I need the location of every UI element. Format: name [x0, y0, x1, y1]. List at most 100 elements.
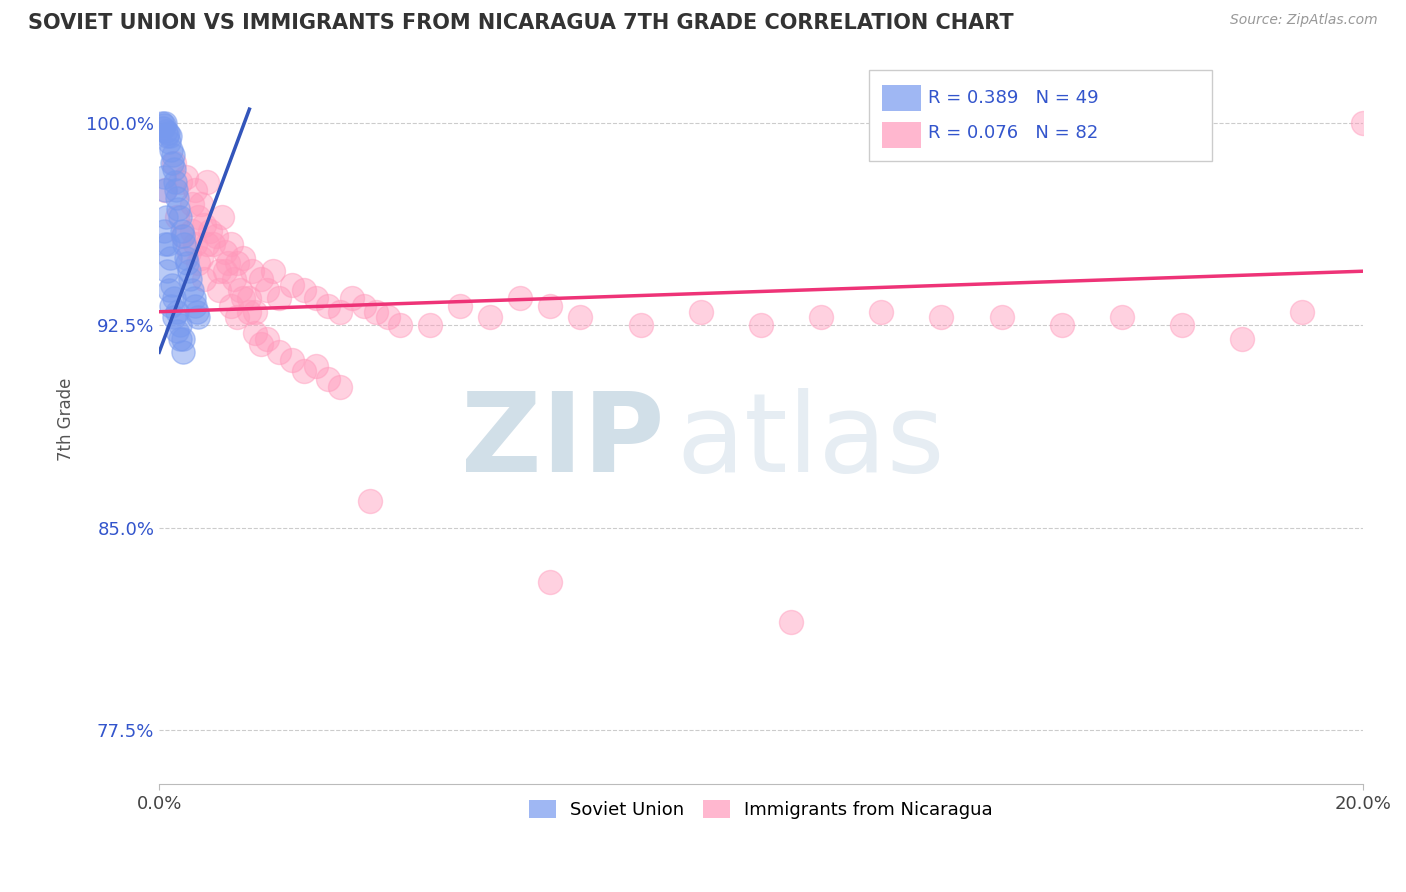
- Immigrants from Nicaragua: [256, 283, 278, 297]
- Immigrants from Nicaragua: [187, 256, 209, 270]
- Immigrants from Nicaragua: [221, 299, 243, 313]
- Immigrants from Nicaragua: [304, 359, 326, 373]
- Immigrants from Nicaragua: [630, 318, 652, 333]
- Soviet Union: [186, 304, 208, 318]
- Immigrants from Nicaragua: [179, 245, 201, 260]
- Immigrants from Nicaragua: [749, 318, 772, 333]
- Immigrants from Nicaragua: [1050, 318, 1073, 333]
- Soviet Union: [162, 148, 184, 162]
- Soviet Union: [155, 124, 177, 138]
- Soviet Union: [173, 237, 195, 252]
- Immigrants from Nicaragua: [226, 310, 249, 325]
- Immigrants from Nicaragua: [509, 291, 531, 305]
- Soviet Union: [166, 191, 188, 205]
- Soviet Union: [157, 237, 180, 252]
- Immigrants from Nicaragua: [263, 264, 285, 278]
- Immigrants from Nicaragua: [250, 337, 273, 351]
- Text: ZIP: ZIP: [461, 388, 665, 495]
- Immigrants from Nicaragua: [238, 291, 260, 305]
- Soviet Union: [165, 183, 187, 197]
- Soviet Union: [163, 310, 186, 325]
- Immigrants from Nicaragua: [1111, 310, 1133, 325]
- Immigrants from Nicaragua: [245, 304, 267, 318]
- Immigrants from Nicaragua: [359, 493, 381, 508]
- Soviet Union: [153, 183, 176, 197]
- Immigrants from Nicaragua: [329, 380, 352, 394]
- Immigrants from Nicaragua: [1171, 318, 1194, 333]
- Immigrants from Nicaragua: [193, 219, 215, 233]
- Soviet Union: [166, 304, 188, 318]
- Immigrants from Nicaragua: [449, 299, 471, 313]
- Soviet Union: [160, 143, 183, 157]
- Soviet Union: [156, 129, 179, 144]
- Immigrants from Nicaragua: [229, 283, 252, 297]
- Soviet Union: [169, 332, 191, 346]
- Soviet Union: [170, 224, 193, 238]
- Immigrants from Nicaragua: [780, 615, 803, 630]
- Immigrants from Nicaragua: [195, 175, 218, 189]
- Immigrants from Nicaragua: [195, 237, 218, 252]
- Immigrants from Nicaragua: [304, 291, 326, 305]
- Soviet Union: [166, 324, 188, 338]
- Immigrants from Nicaragua: [211, 211, 233, 225]
- Soviet Union: [169, 211, 191, 225]
- Soviet Union: [156, 264, 179, 278]
- Immigrants from Nicaragua: [292, 364, 315, 378]
- Immigrants from Nicaragua: [329, 304, 352, 318]
- Immigrants from Nicaragua: [419, 318, 441, 333]
- Immigrants from Nicaragua: [377, 310, 399, 325]
- Soviet Union: [163, 291, 186, 305]
- Text: SOVIET UNION VS IMMIGRANTS FROM NICARAGUA 7TH GRADE CORRELATION CHART: SOVIET UNION VS IMMIGRANTS FROM NICARAGU…: [28, 13, 1014, 33]
- Soviet Union: [187, 310, 209, 325]
- Immigrants from Nicaragua: [1351, 116, 1374, 130]
- Soviet Union: [157, 127, 180, 141]
- Immigrants from Nicaragua: [388, 318, 411, 333]
- Soviet Union: [153, 237, 176, 252]
- Immigrants from Nicaragua: [200, 224, 222, 238]
- Immigrants from Nicaragua: [316, 299, 339, 313]
- Immigrants from Nicaragua: [870, 304, 893, 318]
- Soviet Union: [172, 345, 194, 359]
- Legend: Soviet Union, Immigrants from Nicaragua: Soviet Union, Immigrants from Nicaragua: [522, 793, 1000, 827]
- Immigrants from Nicaragua: [181, 224, 204, 238]
- Soviet Union: [150, 116, 173, 130]
- Soviet Union: [176, 256, 198, 270]
- Soviet Union: [183, 291, 205, 305]
- Soviet Union: [153, 119, 176, 133]
- Text: R = 0.389   N = 49: R = 0.389 N = 49: [928, 89, 1098, 107]
- Immigrants from Nicaragua: [184, 183, 207, 197]
- Soviet Union: [172, 229, 194, 244]
- Soviet Union: [181, 283, 204, 297]
- Immigrants from Nicaragua: [224, 272, 246, 286]
- Immigrants from Nicaragua: [217, 256, 239, 270]
- Soviet Union: [179, 272, 201, 286]
- Immigrants from Nicaragua: [221, 237, 243, 252]
- Immigrants from Nicaragua: [187, 211, 209, 225]
- Immigrants from Nicaragua: [269, 291, 291, 305]
- Immigrants from Nicaragua: [232, 251, 254, 265]
- Soviet Union: [153, 116, 176, 130]
- Immigrants from Nicaragua: [931, 310, 953, 325]
- Soviet Union: [152, 121, 174, 136]
- Soviet Union: [162, 156, 184, 170]
- FancyBboxPatch shape: [883, 85, 921, 112]
- Soviet Union: [153, 224, 176, 238]
- Immigrants from Nicaragua: [163, 156, 186, 170]
- Immigrants from Nicaragua: [250, 272, 273, 286]
- Immigrants from Nicaragua: [569, 310, 592, 325]
- Immigrants from Nicaragua: [479, 310, 502, 325]
- Soviet Union: [162, 277, 184, 292]
- Soviet Union: [172, 332, 194, 346]
- Immigrants from Nicaragua: [340, 291, 363, 305]
- FancyBboxPatch shape: [883, 121, 921, 148]
- Immigrants from Nicaragua: [242, 264, 264, 278]
- Immigrants from Nicaragua: [538, 574, 561, 589]
- Immigrants from Nicaragua: [364, 304, 387, 318]
- Soviet Union: [184, 299, 207, 313]
- Immigrants from Nicaragua: [174, 169, 197, 184]
- Immigrants from Nicaragua: [689, 304, 711, 318]
- Immigrants from Nicaragua: [214, 245, 236, 260]
- Soviet Union: [157, 135, 180, 149]
- Immigrants from Nicaragua: [208, 264, 231, 278]
- Immigrants from Nicaragua: [1232, 332, 1254, 346]
